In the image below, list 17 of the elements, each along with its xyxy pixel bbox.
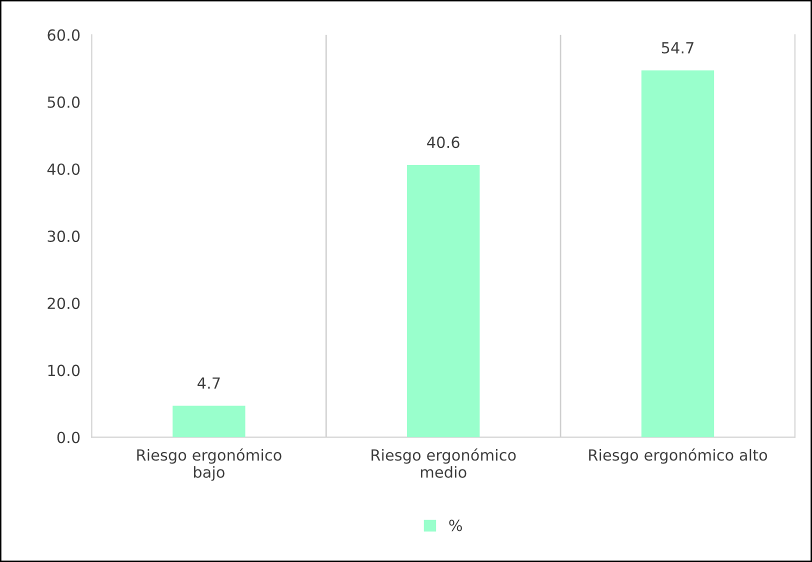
y-tick-label: 40.0: [47, 163, 80, 175]
bar: [407, 164, 480, 438]
bar: [172, 406, 246, 438]
x-tick-label: Riesgo ergonómico bajo: [137, 448, 282, 481]
y-tick-label: 60.0: [48, 29, 80, 41]
y-tick-label: 0.0: [57, 432, 80, 444]
legend-label: %: [449, 520, 462, 532]
bar: [641, 70, 714, 438]
data-label: 40.6: [427, 136, 460, 148]
data-label: 54.7: [662, 42, 694, 54]
x-tick-label: Riesgo ergonómico medio: [372, 448, 516, 478]
x-tick-label: Riesgo ergonómico alto: [589, 448, 768, 464]
data-label: 4.7: [198, 378, 220, 389]
y-tick-label: 30.0: [48, 230, 80, 242]
y-tick-label: 10.0: [48, 364, 80, 376]
y-tick-label: 20.0: [48, 298, 80, 310]
y-tick-label: 50.0: [48, 96, 80, 108]
